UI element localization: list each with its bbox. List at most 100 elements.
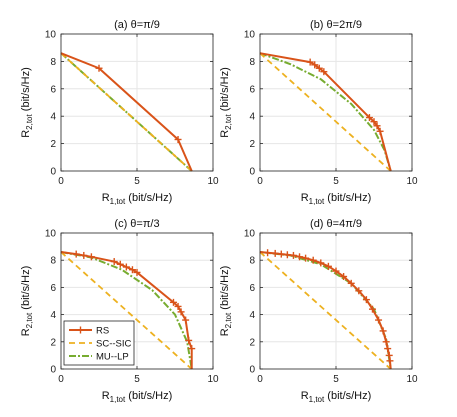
legend-label: MU--LP	[96, 352, 129, 363]
y-tick-label: 8	[249, 57, 255, 68]
rs-marker	[122, 263, 130, 271]
rs-marker	[128, 266, 136, 274]
rs-marker	[296, 253, 304, 261]
rs-marker	[110, 258, 118, 266]
y-axis-label: R2,tot (bit/s/Hz)	[20, 67, 34, 138]
x-axis-label-unit: (bit/s/Hz)	[125, 390, 172, 402]
y-tick-label: 8	[50, 256, 56, 267]
x-axis-label-main: R	[301, 192, 309, 204]
y-tick-label: 2	[50, 139, 56, 150]
x-tick-label: 10	[207, 374, 219, 385]
x-axis-label-sub: 1,tot	[309, 197, 325, 206]
x-tick-label: 5	[134, 374, 140, 385]
y-tick-label: 2	[50, 337, 56, 348]
x-axis-label-unit: (bit/s/Hz)	[324, 390, 371, 402]
y-axis-label: R2,tot (bit/s/Hz)	[219, 67, 233, 138]
y-axis-label-main: R	[219, 328, 231, 336]
x-axis-label: R1,tot (bit/s/Hz)	[301, 390, 372, 404]
y-tick-label: 0	[249, 167, 255, 178]
y-axis-label-sub: 2,tot	[25, 312, 34, 328]
x-axis-label-unit: (bit/s/Hz)	[125, 192, 172, 204]
y-tick-label: 4	[50, 310, 56, 321]
legend-label: SC--SIC	[96, 339, 132, 350]
x-tick-label: 10	[406, 176, 418, 187]
rs-marker	[95, 64, 103, 72]
y-tick-label: 10	[244, 229, 256, 240]
legend-label: RS	[96, 326, 109, 337]
x-axis-label: R1,tot (bit/s/Hz)	[102, 192, 173, 206]
rs-marker	[264, 249, 272, 257]
y-axis-label: R2,tot (bit/s/Hz)	[219, 266, 233, 337]
x-axis-label: R1,tot (bit/s/Hz)	[301, 192, 372, 206]
rs-marker	[133, 268, 141, 276]
rs-marker	[271, 249, 279, 257]
panel-title: (d) θ=4π/9	[310, 218, 362, 230]
x-tick-label: 0	[58, 374, 64, 385]
series-line-rs	[259, 52, 392, 172]
panel-title: (c) θ=π/3	[114, 218, 159, 230]
y-tick-label: 4	[249, 112, 255, 123]
x-axis-label-sub: 1,tot	[110, 197, 126, 206]
x-tick-label: 0	[257, 176, 263, 187]
x-axis-label-main: R	[102, 192, 110, 204]
y-axis-label-unit: (bit/s/Hz)	[219, 67, 231, 114]
y-tick-label: 4	[249, 310, 255, 321]
rs-marker	[311, 61, 319, 69]
x-axis-label-sub: 1,tot	[110, 395, 126, 404]
y-axis-label-unit: (bit/s/Hz)	[219, 266, 231, 313]
rs-marker	[80, 251, 88, 259]
rs-marker	[340, 273, 348, 281]
series-line-mu-lp	[259, 52, 392, 172]
panel-title: (a) θ=π/9	[114, 19, 160, 31]
y-axis-label-main: R	[219, 130, 231, 138]
x-axis-label-unit: (bit/s/Hz)	[324, 192, 371, 204]
y-tick-label: 8	[249, 256, 255, 267]
series-line-rs	[60, 251, 193, 369]
rs-marker	[283, 251, 291, 259]
y-axis-label-sub: 2,tot	[25, 114, 34, 130]
rs-marker	[362, 296, 370, 304]
rs-marker	[72, 250, 80, 258]
rs-marker	[87, 253, 95, 261]
y-tick-label: 10	[45, 30, 57, 41]
rs-marker	[309, 256, 317, 264]
rs-marker	[315, 64, 323, 72]
rs-marker	[302, 254, 310, 262]
y-axis-label: R2,tot (bit/s/Hz)	[20, 266, 34, 337]
rs-marker	[188, 345, 196, 353]
x-tick-label: 10	[207, 176, 219, 187]
y-axis-label-unit: (bit/s/Hz)	[20, 266, 32, 313]
rs-marker	[373, 122, 381, 130]
rs-marker	[116, 260, 124, 268]
rs-marker	[324, 262, 332, 270]
y-tick-label: 0	[249, 365, 255, 376]
y-tick-label: 10	[45, 229, 57, 240]
rs-marker	[174, 135, 182, 143]
rs-marker	[185, 336, 193, 344]
rs-marker	[306, 58, 314, 66]
x-tick-label: 0	[257, 374, 263, 385]
rs-marker	[332, 267, 340, 275]
y-tick-label: 10	[244, 30, 256, 41]
rs-marker	[320, 68, 328, 76]
x-tick-label: 0	[58, 176, 64, 187]
y-axis-label-main: R	[20, 328, 32, 336]
rs-marker	[385, 351, 393, 359]
y-tick-label: 6	[50, 84, 56, 95]
y-tick-label: 6	[249, 84, 255, 95]
rs-marker	[384, 345, 392, 353]
rs-marker	[375, 316, 383, 324]
y-axis-label-sub: 2,tot	[224, 114, 233, 130]
y-axis-label-main: R	[20, 130, 32, 138]
y-tick-label: 0	[50, 167, 56, 178]
rs-marker	[365, 114, 373, 122]
x-axis-label-main: R	[102, 390, 110, 402]
y-tick-label: 8	[50, 57, 56, 68]
legend: RS SC--SIC MU--LP	[63, 320, 135, 366]
y-tick-label: 6	[249, 283, 255, 294]
